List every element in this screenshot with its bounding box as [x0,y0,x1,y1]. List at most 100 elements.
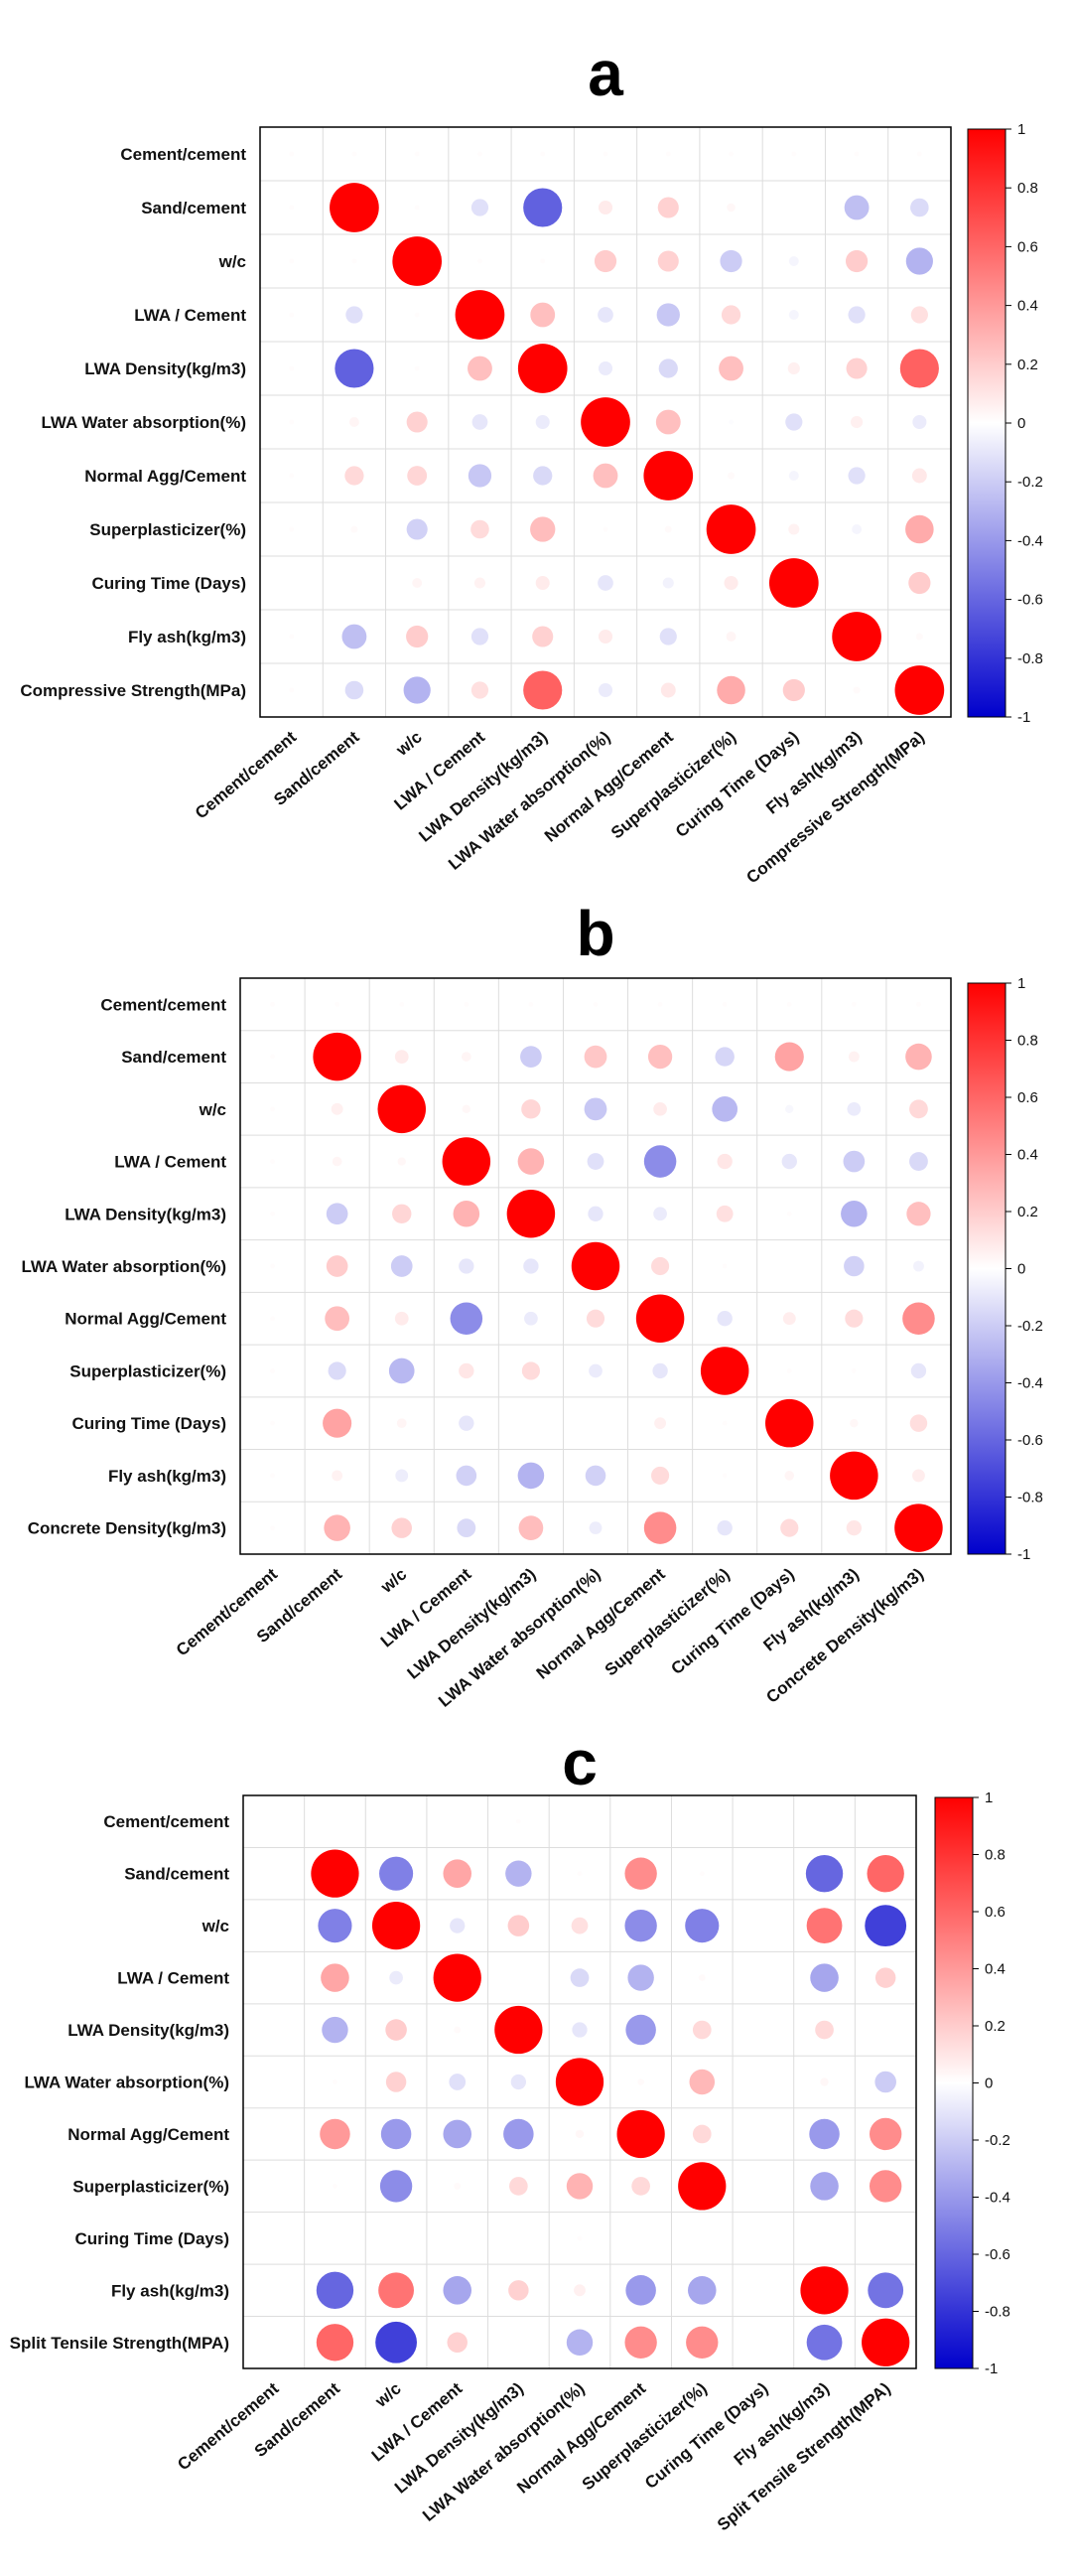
correlation-circle [270,1159,275,1164]
row-label: Cement/cement [103,1812,229,1831]
correlation-circle [289,312,295,318]
correlation-circle [768,558,819,608]
correlation-circle [270,1106,275,1112]
correlation-circle [344,680,364,700]
correlation-circle [593,463,618,489]
correlation-circle [909,1414,928,1432]
colorbar-tick-label: -1 [1017,1546,1030,1563]
row-label: LWA / Cement [114,1153,226,1172]
correlation-circle [320,2118,350,2150]
correlation-circle [654,1417,667,1430]
correlation-circle [509,2177,528,2196]
colorbar-tick-label: -0.4 [1017,1375,1043,1392]
correlation-circle [716,1205,734,1222]
row-label: LWA Density(kg/m3) [84,359,246,378]
correlation-circle [806,1908,843,1944]
correlation-circle [476,258,482,264]
correlation-circle [910,198,929,217]
row-label: Fly ash(kg/m3) [111,2281,229,2300]
correlation-circle [594,249,617,273]
correlation-circle [587,1153,604,1170]
colorbar-tick-label: 0.8 [1017,180,1038,197]
correlation-circle [652,1362,668,1379]
correlation-circle [371,1902,421,1950]
row-label: w/c [218,252,246,271]
correlation-circle [868,2272,904,2309]
colorbar-tick-label: -0.6 [985,2246,1010,2263]
correlation-circle [598,575,613,591]
colorbar-tick-label: -0.8 [985,2304,1010,2321]
correlation-circle [717,1153,733,1170]
panel-letter: c [562,1727,598,1798]
colorbar-tick-label: -0.2 [1017,1318,1043,1335]
correlation-circle [455,290,505,340]
column-label: Cement/cement [174,2378,282,2474]
correlation-circle [332,1470,343,1482]
correlation-circle [584,1045,607,1069]
correlation-circle [335,1001,340,1007]
row-label: Normal Agg/Cement [67,2125,229,2144]
correlation-circle [721,305,741,325]
correlation-circle [523,1258,539,1274]
correlation-circle [660,682,676,698]
correlation-circle [830,1451,878,1501]
correlation-circle [912,1469,925,1483]
colorbar-tick-label: 0 [985,2075,993,2092]
correlation-circle [521,1099,541,1119]
correlation-circle [507,1915,530,1936]
correlation-circle [717,675,745,705]
correlation-circle [517,344,568,393]
correlation-circle [844,1255,865,1277]
correlation-circle [720,249,742,273]
row-label: LWA Water absorption(%) [41,413,246,432]
correlation-circle [378,2272,414,2309]
correlation-circle [461,1052,471,1062]
panel-letter: a [588,38,623,109]
correlation-circle [894,1503,943,1552]
correlation-circle [657,197,679,218]
correlation-circle [494,2005,543,2055]
colorbar-tick-label: 0.8 [985,1847,1006,1864]
correlation-circle [910,306,928,324]
correlation-circle [848,467,866,485]
correlation-circle [625,2014,656,2046]
row-label: Fly ash(kg/m3) [128,628,246,646]
correlation-circle [841,1200,868,1227]
correlation-circle [865,1905,907,1947]
correlation-circle [781,1153,797,1170]
correlation-circle [715,1047,735,1067]
row-label: Cement/cement [120,145,246,164]
correlation-circle [658,358,678,378]
correlation-circle [453,1200,480,1227]
colorbar-tick-label: -0.6 [1017,1432,1043,1449]
row-label: Sand/cement [124,1865,229,1884]
correlation-circle [518,1515,544,1541]
correlation-circle [505,1860,532,1887]
correlation-circle [335,349,374,388]
correlation-circle [517,1148,545,1175]
correlation-circle [468,464,492,488]
correlation-circle [635,1294,685,1343]
correlation-circle [585,1465,606,1487]
correlation-circle [699,1871,705,1877]
correlation-circle [443,2119,472,2149]
correlation-circle [665,151,671,157]
correlation-circle [722,1473,728,1479]
correlation-circle [391,1517,413,1538]
correlation-circle [782,678,805,702]
correlation-circle [270,1211,275,1216]
correlation-circle [722,1263,728,1269]
correlation-circle [687,2276,717,2305]
correlation-circle [815,2020,834,2040]
correlation-circle [397,1157,406,1166]
correlation-circle [785,1104,794,1114]
correlation-circle [471,414,488,430]
correlation-circle [464,1001,469,1007]
correlation-circle [722,1420,728,1426]
correlation-circle [916,151,922,157]
correlation-circle [810,2172,839,2201]
correlation-circle [324,1514,350,1541]
correlation-circle [270,1001,275,1007]
correlation-circle [566,2329,594,2356]
correlation-circle [470,628,489,645]
